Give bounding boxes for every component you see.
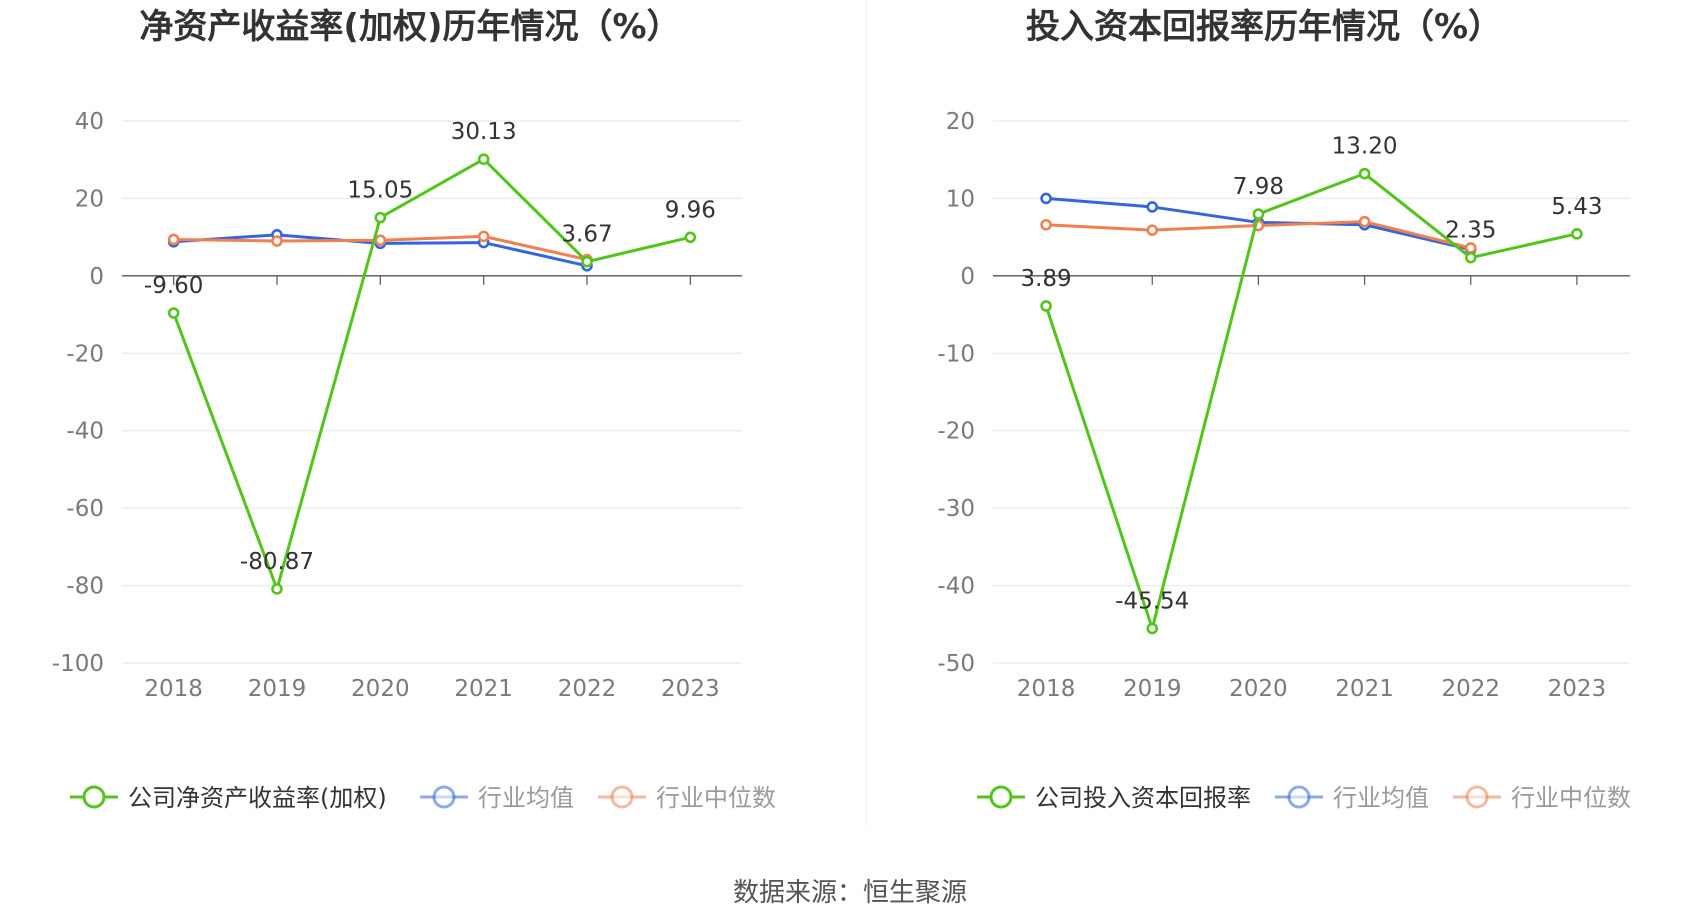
legend-marker	[989, 785, 1013, 809]
roic-chart-panel: 投入资本回报率历年情况（%） 20 10 0 -10 -20 -30 -40 -50 2018 20…	[867, 0, 1700, 830]
legend-item-label: 公司投入资本回报率	[1035, 784, 1251, 812]
data-label: 30.13	[451, 119, 517, 145]
y-tick-label: -100	[52, 651, 104, 677]
data-label: 13.20	[1332, 134, 1398, 160]
y-tick-label: -30	[937, 496, 975, 522]
data-point	[1040, 218, 1052, 231]
legend-item-label: 公司净资产收益率(加权)	[128, 784, 387, 812]
x-tick-label: 2023	[1548, 676, 1607, 702]
panel-divider	[866, 0, 867, 826]
data-source: 数据来源：恒生聚源	[732, 878, 967, 908]
data-point	[167, 233, 180, 246]
data-point	[1040, 192, 1052, 205]
y-tick-label: 0	[89, 264, 104, 290]
y-tick-label: -60	[66, 496, 104, 522]
y-tick-label: 40	[75, 109, 104, 135]
data-label: 9.96	[665, 197, 716, 223]
data-label: 3.67	[561, 222, 612, 248]
x-tick-label: 2022	[1441, 676, 1500, 702]
series-line-0	[172, 157, 691, 591]
data-point	[271, 583, 283, 595]
data-point	[684, 231, 697, 244]
x-tick-label: 2019	[1123, 676, 1182, 702]
data-point	[1464, 242, 1477, 254]
y-tick-label: -50	[937, 651, 975, 677]
x-tick-label: 2023	[661, 676, 720, 702]
legend-marker	[1287, 785, 1311, 809]
data-point	[1464, 251, 1477, 264]
roic-chart: 投入资本回报率历年情况（%） 20 10 0 -10 -20 -30 -40 -50 2018 20…	[937, 7, 1631, 812]
y-tick-label: 20	[946, 109, 975, 135]
x-tick-label: 2022	[558, 676, 617, 702]
y-tick-label: -80	[66, 574, 104, 600]
legend-marker	[82, 785, 106, 809]
x-tick-label: 2018	[1017, 676, 1076, 702]
data-label: -45.54	[1115, 588, 1189, 614]
chart-title: 净资产收益率(加权)历年情况（%）	[139, 7, 680, 47]
data-label: 7.98	[1233, 174, 1284, 200]
series-line-0	[1044, 172, 1578, 630]
y-tick-label: 0	[960, 264, 975, 290]
y-tick-label: -40	[937, 574, 975, 600]
data-point	[1571, 228, 1583, 240]
y-tick-label: -40	[66, 419, 104, 445]
data-point	[374, 211, 387, 224]
data-point	[271, 235, 283, 247]
data-label: 2.35	[1445, 218, 1496, 244]
y-tick-label: -20	[66, 341, 104, 367]
legend-marker	[432, 785, 456, 809]
data-point	[167, 307, 180, 319]
y-tick-label: 20	[75, 186, 104, 212]
data-point	[1358, 215, 1371, 228]
data-point	[374, 234, 387, 247]
x-tick-label: 2020	[351, 676, 410, 702]
chart-title: 投入资本回报率历年情况（%）	[1026, 7, 1502, 47]
y-tick-label: -10	[937, 341, 975, 367]
legend-item-label: 行业中位数	[656, 784, 776, 812]
roe-chart-panel: 净资产收益率(加权)历年情况（%） 40 20 0 -20 -40 -60 -80 -100 20…	[0, 0, 866, 830]
legend-marker	[1465, 785, 1489, 809]
data-point	[477, 153, 490, 166]
data-point	[1146, 201, 1159, 213]
x-tick-label: 2020	[1229, 676, 1288, 702]
y-tick-label: 10	[946, 186, 975, 212]
x-tick-label: 2019	[248, 676, 307, 702]
legend-marker	[610, 785, 634, 809]
data-point	[477, 230, 490, 243]
legend-item-label: 行业均值	[478, 784, 574, 812]
data-label: 5.43	[1551, 194, 1602, 220]
x-tick-label: 2018	[144, 676, 203, 702]
legend-item-label: 行业均值	[1333, 784, 1429, 812]
data-point	[1358, 167, 1371, 180]
x-tick-label: 2021	[1335, 676, 1394, 702]
y-tick-label: -20	[937, 419, 975, 445]
data-point	[581, 255, 593, 268]
data-point	[1040, 300, 1052, 312]
x-tick-label: 2021	[454, 676, 513, 702]
data-label: -9.60	[144, 273, 204, 299]
data-label: 3.89	[1020, 266, 1071, 292]
data-label: 15.05	[347, 178, 413, 204]
roe-chart: 净资产收益率(加权)历年情况（%） 40 20 0 -20 -40 -60 -80 -100 20…	[52, 7, 776, 812]
legend-item-label: 行业中位数	[1511, 784, 1631, 812]
data-label: -80.87	[240, 549, 314, 575]
data-point	[1146, 224, 1159, 236]
data-point	[1146, 622, 1159, 635]
data-point	[1252, 208, 1265, 220]
